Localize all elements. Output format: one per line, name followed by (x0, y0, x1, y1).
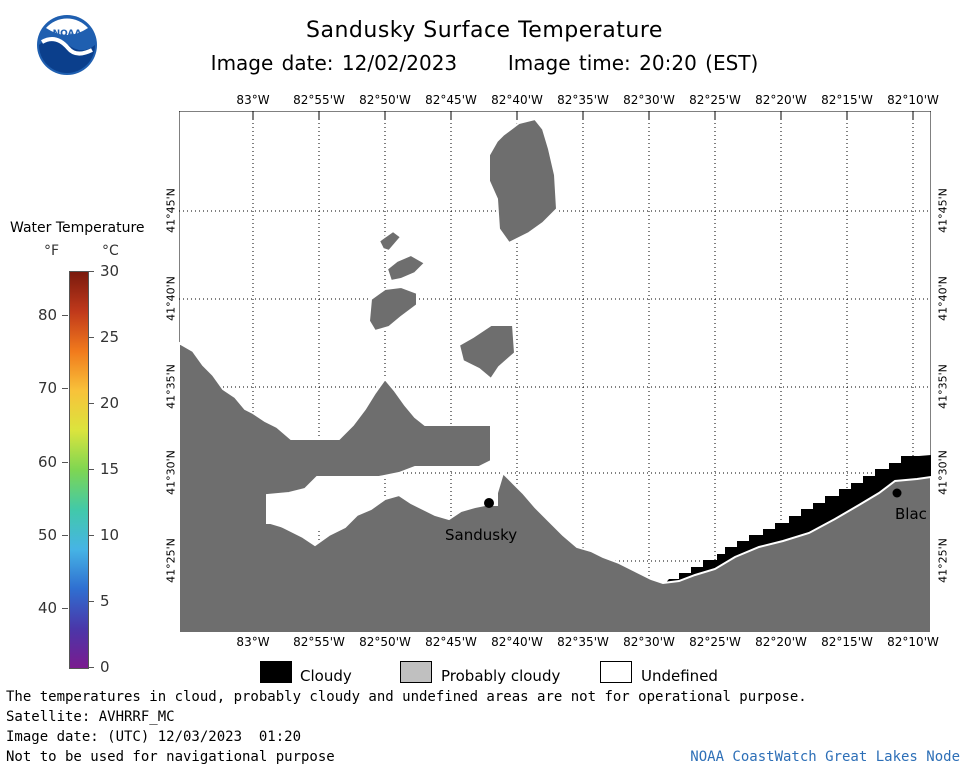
lon-label-bottom: 82°30'W (623, 635, 675, 649)
image-date-label: Image date: (210, 51, 334, 75)
lon-label-top: 82°45'W (425, 93, 477, 107)
lon-label-bottom: 83°W (236, 635, 270, 649)
lat-label-left: 41°40'N (164, 276, 178, 321)
lon-label-top: 82°15'W (821, 93, 873, 107)
footer-credit: NOAA CoastWatch Great Lakes Node (690, 749, 960, 765)
colorbar-unit-f: °F (44, 243, 60, 259)
lon-label-top: 82°25'W (689, 93, 741, 107)
lat-label-right: 41°25'N (936, 538, 950, 583)
colorbar-f-tick-mark (62, 388, 68, 390)
lon-label-bottom: 82°35'W (557, 635, 609, 649)
colorbar-unit-c: °C (102, 243, 119, 259)
colorbar-f-tick: 50 (38, 526, 58, 544)
lat-label-right: 41°35'N (936, 364, 950, 409)
map-panel: Sandusky Blac (178, 110, 932, 634)
lon-label-top: 83°W (236, 93, 270, 107)
legend-probably-cloudy-swatch (400, 661, 432, 683)
footer-nav-warning: Not to be used for navigational purpose (6, 749, 335, 765)
lon-label-top: 82°40'W (491, 93, 543, 107)
lon-label-top: 82°55'W (293, 93, 345, 107)
land-island-small-1 (377, 229, 403, 253)
lat-label-left: 41°25'N (164, 538, 178, 583)
colorbar-c-tick: 0 (100, 658, 110, 676)
lon-label-bottom: 82°25'W (689, 635, 741, 649)
land-island-small-3 (367, 285, 418, 333)
lon-label-top: 82°35'W (557, 93, 609, 107)
colorbar (69, 271, 89, 669)
colorbar-f-tick-mark (62, 608, 68, 610)
lat-label-left: 41°35'N (164, 364, 178, 409)
lon-label-bottom: 82°15'W (821, 635, 873, 649)
lat-label-right: 41°30'N (936, 450, 950, 495)
black-river-marker[interactable] (892, 488, 902, 498)
lon-label-top: 82°20'W (755, 93, 807, 107)
colorbar-c-tick: 5 (100, 592, 110, 610)
colorbar-c-tick-mark (88, 535, 94, 536)
legend-cloudy-swatch (260, 661, 292, 683)
footer-image-date-utc: Image date: (UTC) 12/03/2023 01:20 (6, 729, 302, 745)
land-mainland (178, 341, 932, 634)
colorbar-f-tick-mark (62, 461, 68, 463)
undefined-area-bay (267, 477, 379, 537)
colorbar-c-tick-mark (88, 667, 94, 668)
colorbar-c-tick: 20 (100, 394, 120, 412)
colorbar-c-tick: 15 (100, 460, 120, 478)
sandusky-marker[interactable] (484, 498, 494, 508)
land-island-north (488, 117, 559, 245)
black-river-label: Blac (895, 505, 927, 523)
sandusky-label: Sandusky (445, 526, 517, 544)
footer-satellite: Satellite: AVHRRF_MC (6, 709, 175, 725)
land-island-south-bass (457, 324, 517, 381)
land-island-small-2 (385, 253, 427, 283)
legend-cloudy-label: Cloudy (300, 667, 352, 685)
lon-label-top: 82°50'W (359, 93, 411, 107)
colorbar-f-tick-mark (62, 315, 68, 316)
lat-label-right: 41°45'N (936, 188, 950, 233)
lon-label-bottom: 82°45'W (425, 635, 477, 649)
lon-label-top: 82°30'W (623, 93, 675, 107)
image-datetime: Image date: 12/02/2023 Image time: 20:20… (0, 51, 969, 75)
legend-undefined-label: Undefined (641, 667, 718, 685)
lon-label-bottom: 82°40'W (491, 635, 543, 649)
lon-label-bottom: 82°50'W (359, 635, 411, 649)
colorbar-title: Water Temperature (10, 220, 145, 236)
logo-text: NOAA (53, 29, 82, 39)
map-svg: Sandusky Blac (178, 110, 932, 634)
colorbar-f-tick-mark (62, 535, 68, 536)
lat-label-left: 41°30'N (164, 450, 178, 495)
noaa-logo: NOAA (36, 14, 98, 76)
footer-disclaimer: The temperatures in cloud, probably clou… (6, 689, 807, 705)
colorbar-f-tick: 80 (38, 306, 58, 324)
cloudy-area (663, 455, 931, 586)
image-time-label: Image time: (507, 51, 631, 75)
colorbar-f-tick: 40 (38, 599, 58, 618)
lon-label-bottom: 82°55'W (293, 635, 345, 649)
colorbar-c-tick-mark (88, 337, 94, 338)
legend-undefined-swatch (600, 661, 632, 683)
page-title: Sandusky Surface Temperature (306, 18, 663, 43)
colorbar-c-tick: 10 (100, 526, 120, 544)
colorbar-c-tick-mark (88, 601, 94, 602)
image-time: 20:20 (EST) (639, 51, 759, 75)
colorbar-c-tick-mark (88, 271, 94, 272)
colorbar-f-tick: 60 (38, 452, 58, 471)
lat-label-left: 41°45'N (164, 188, 178, 233)
colorbar-f-tick: 70 (38, 379, 58, 398)
colorbar-c-tick: 25 (100, 328, 120, 346)
lon-label-top: 82°10'W (887, 93, 939, 107)
lat-label-right: 41°40'N (936, 276, 950, 321)
lon-label-bottom: 82°20'W (755, 635, 807, 649)
colorbar-c-tick: 30 (100, 262, 120, 280)
lon-label-bottom: 82°10'W (887, 635, 939, 649)
colorbar-c-tick-mark (88, 403, 94, 404)
image-date: 12/02/2023 (341, 51, 458, 75)
colorbar-c-tick-mark (88, 469, 94, 470)
legend-probably-cloudy-label: Probably cloudy (441, 667, 561, 685)
